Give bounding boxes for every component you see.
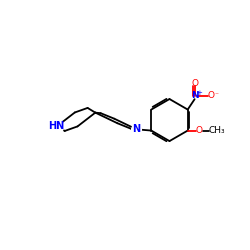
- Text: HN: HN: [48, 121, 64, 131]
- Text: N: N: [132, 124, 140, 134]
- Text: O: O: [208, 92, 215, 100]
- Text: +: +: [196, 90, 202, 96]
- Text: ⁻: ⁻: [215, 90, 219, 99]
- Text: O: O: [196, 126, 203, 135]
- Text: N: N: [191, 92, 198, 100]
- Text: CH₃: CH₃: [208, 126, 225, 135]
- Text: O: O: [191, 79, 198, 88]
